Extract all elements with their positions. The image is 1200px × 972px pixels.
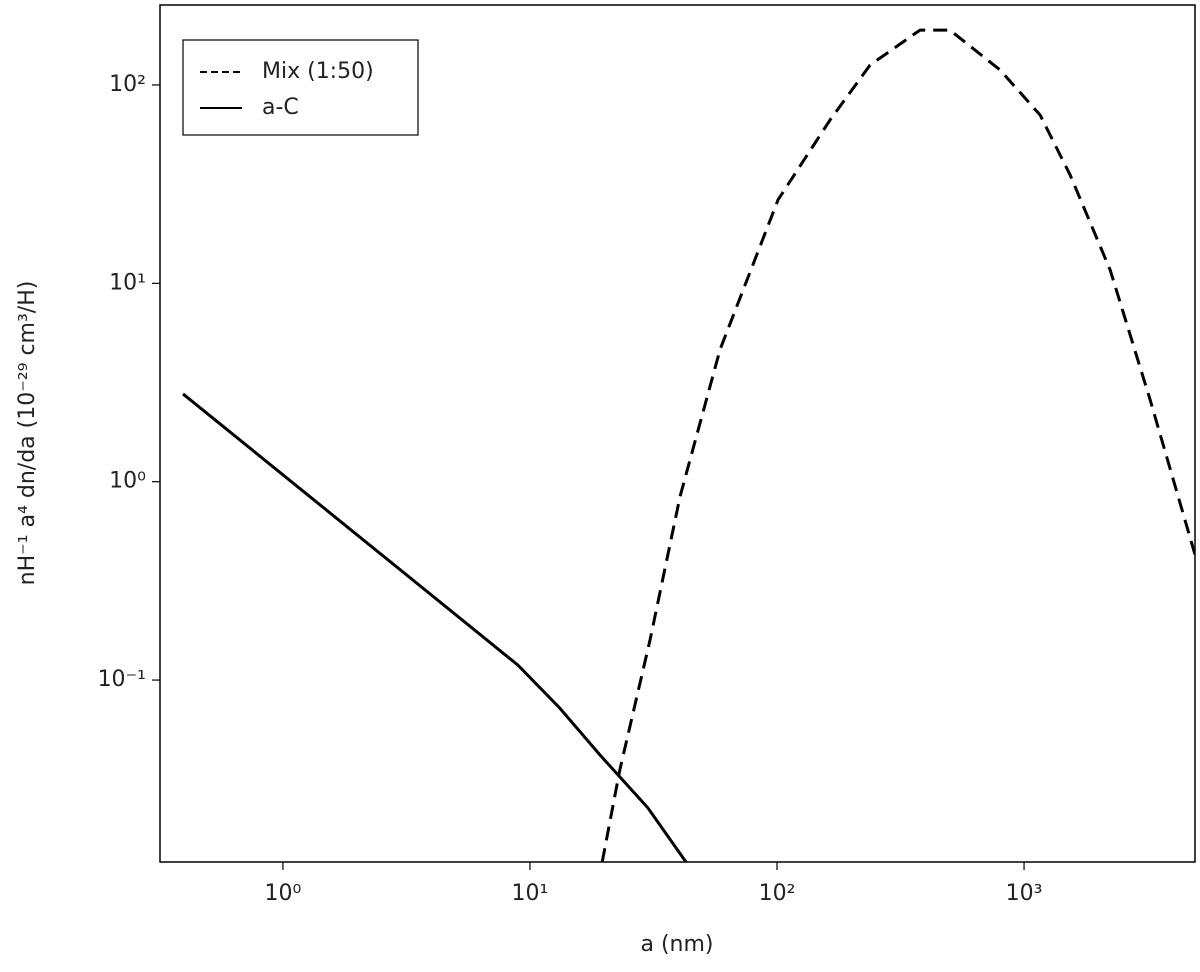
legend-label: a-C (262, 95, 299, 120)
x-tick-label: 10¹ (512, 881, 549, 906)
x-tick-label: 10³ (1006, 881, 1043, 906)
x-tick-label: 10⁰ (265, 881, 302, 906)
legend-label: Mix (1:50) (262, 59, 374, 84)
series-line (600, 28, 1195, 862)
y-axis-label: nH⁻¹ a⁴ dn/da (10⁻²⁹ cm³/H) (15, 281, 40, 586)
y-tick-label: 10² (109, 72, 146, 97)
y-tick-label: 10⁰ (109, 469, 146, 494)
x-tick-label: 10² (759, 881, 796, 906)
x-axis-label: a (nm) (640, 932, 713, 957)
y-tick-label: 10¹ (109, 270, 146, 295)
series-line (182, 392, 688, 862)
y-tick-label: 10⁻¹ (98, 667, 146, 692)
legend-box (182, 39, 419, 136)
plot-frame (159, 4, 1196, 863)
